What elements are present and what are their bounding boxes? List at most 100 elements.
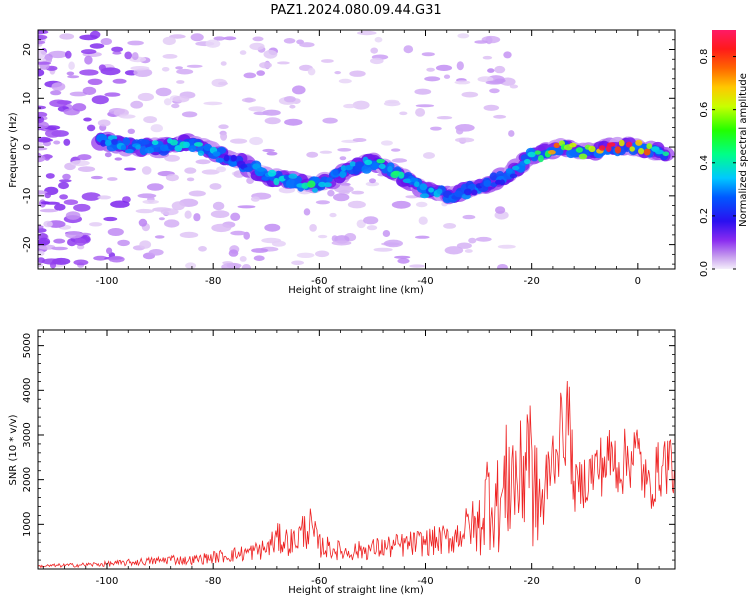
figure-title: PAZ1.2024.080.09.44.G31 — [270, 3, 441, 18]
y-tick-label: 3000 — [22, 422, 33, 447]
spectrogram-background-blob — [103, 216, 118, 222]
colorbar-gradient — [712, 30, 736, 269]
spectrogram-background-blob — [39, 208, 59, 213]
spectrogram-background-blob — [93, 255, 108, 261]
spectrogram-background-blob — [70, 160, 90, 167]
spectrogram-background-blob — [58, 181, 69, 190]
spectrogram-background-blob — [457, 33, 470, 39]
spectrogram-ridge-blob — [197, 150, 205, 156]
spectrogram-background-blob — [81, 49, 97, 55]
spectrogram-background-blob — [256, 70, 266, 76]
spectrogram-background-blob — [176, 68, 194, 75]
spectrogram-background-blob — [97, 119, 111, 127]
spectrogram-panel: -100 -80 -60 -40 -20 0 20 10 0 -10 -20 Height of … — [8, 29, 676, 296]
spectrogram-background-blob — [391, 148, 401, 152]
x-tick-label: -80 — [205, 576, 221, 587]
spectrogram-ridge-blob — [402, 178, 412, 184]
spectrogram-background-blob — [391, 200, 411, 209]
spectrogram-background-blob — [383, 239, 403, 248]
spectrogram-background-blob — [365, 181, 380, 187]
spectrogram-background-blob — [339, 156, 347, 161]
spectrogram-background-blob — [141, 166, 152, 175]
spectrogram-background-blob — [443, 223, 457, 229]
spectrogram-ridge-blob — [625, 141, 633, 148]
spectrogram-ridge-blob — [419, 193, 430, 199]
spectrogram-background-blob — [291, 260, 304, 266]
spectrogram-background-blob — [164, 219, 180, 228]
spectrogram-background-blob — [171, 103, 180, 109]
spectrogram-background-blob — [415, 108, 426, 117]
spectrogram-background-blob — [198, 246, 207, 252]
spectrogram-background-blob — [38, 142, 44, 147]
spectrogram-background-blob — [321, 59, 334, 63]
spectrogram-ridge-blob — [505, 168, 513, 174]
x-tick-label: -60 — [311, 576, 327, 587]
colorbar-ticks: 0.0 0.2 0.4 0.6 0.8 — [699, 49, 736, 277]
spectrogram-ridge-blob — [662, 151, 670, 157]
spectrogram-ridge-blob — [124, 149, 134, 154]
spectrogram-background-blob — [250, 196, 260, 202]
spectrogram-ridge-blob — [203, 143, 212, 151]
snr-panel: -100 -80 -60 -40 -20 0 1000 2000 3000 4000 5000 H… — [8, 329, 676, 596]
spectrogram-background-blob — [38, 227, 47, 233]
colorbar-tick-label: 0.2 — [699, 208, 710, 224]
spectrogram-background-blob — [210, 210, 230, 219]
spectrogram-ridge-blob — [629, 146, 635, 152]
snr-frame — [37, 329, 676, 570]
spectrogram-background-blob — [352, 138, 367, 142]
spectrogram-background-blob — [252, 36, 264, 42]
spectrogram-background-blob — [289, 104, 296, 109]
spectrogram-x-ticks: -100 -80 -60 -40 -20 0 — [42, 30, 660, 287]
spectrogram-ridge-blob — [643, 148, 651, 156]
spectrogram-background-blob — [456, 61, 464, 71]
spectrogram-ridge-blob — [376, 158, 386, 164]
spectrogram-ridge-blob — [371, 162, 380, 169]
spectrogram-ridge-blob — [575, 147, 584, 153]
spectrogram-ridge-blob — [553, 142, 560, 148]
spectrogram-background-blob — [462, 214, 476, 220]
spectrogram-background-blob — [89, 222, 103, 227]
spectrogram-background-blob — [243, 72, 257, 79]
spectrogram-background-blob — [309, 224, 317, 232]
spectrogram-background-blob — [338, 78, 352, 84]
spectrogram-background-blob — [150, 124, 163, 133]
spectrogram-background-blob — [329, 212, 337, 218]
spectrogram-background-blob — [264, 117, 281, 125]
spectrogram-background-blob — [127, 128, 135, 134]
spectrogram-background-blob — [322, 117, 338, 124]
spectrogram-background-blob — [262, 148, 275, 153]
spectrogram-ridge-blob — [638, 148, 645, 155]
spectrogram-background-blob — [455, 137, 475, 143]
spectrogram-background-blob — [248, 106, 266, 112]
spectrogram-background-blob — [380, 140, 393, 146]
spectrogram-background-blob — [349, 70, 366, 77]
spectrogram-background-blob — [241, 97, 256, 103]
spectrogram-background-blob — [74, 238, 87, 246]
spectrogram-background-blob — [38, 121, 49, 130]
colorbar-label: Normalized spectral amplitude — [738, 73, 749, 227]
x-tick-label: -80 — [205, 276, 221, 287]
colorbar-tick-label: 0.0 — [699, 261, 710, 277]
spectrogram-background-blob — [218, 81, 228, 86]
y-tick-label: -20 — [22, 236, 33, 252]
spectrogram-background-blob — [41, 258, 61, 265]
spectrogram-background-blob — [44, 192, 51, 199]
spectrogram-background-blob — [38, 237, 51, 246]
spectrogram-background-blob — [205, 39, 221, 48]
spectrogram-background-blob — [38, 225, 44, 229]
x-tick-label: 0 — [635, 576, 641, 587]
spectrogram-background-blob — [299, 42, 315, 48]
spectrogram-ridge-blob — [332, 168, 339, 176]
snr-series-line — [38, 380, 675, 569]
y-tick-label: 2000 — [22, 467, 33, 492]
spectrogram-background-blob — [327, 189, 335, 197]
spectrogram-background-blob — [195, 159, 211, 165]
spectrogram-background-blob — [130, 100, 144, 109]
spectrogram-background-blob — [343, 103, 356, 109]
spectrogram-background-blob — [403, 45, 414, 54]
spectrogram-background-blob — [86, 124, 96, 132]
spectrogram-background-blob — [38, 49, 47, 59]
spectrogram-background-blob — [87, 78, 103, 86]
spectrogram-ridge-blob — [614, 146, 622, 154]
spectrogram-background-blob — [213, 36, 226, 41]
